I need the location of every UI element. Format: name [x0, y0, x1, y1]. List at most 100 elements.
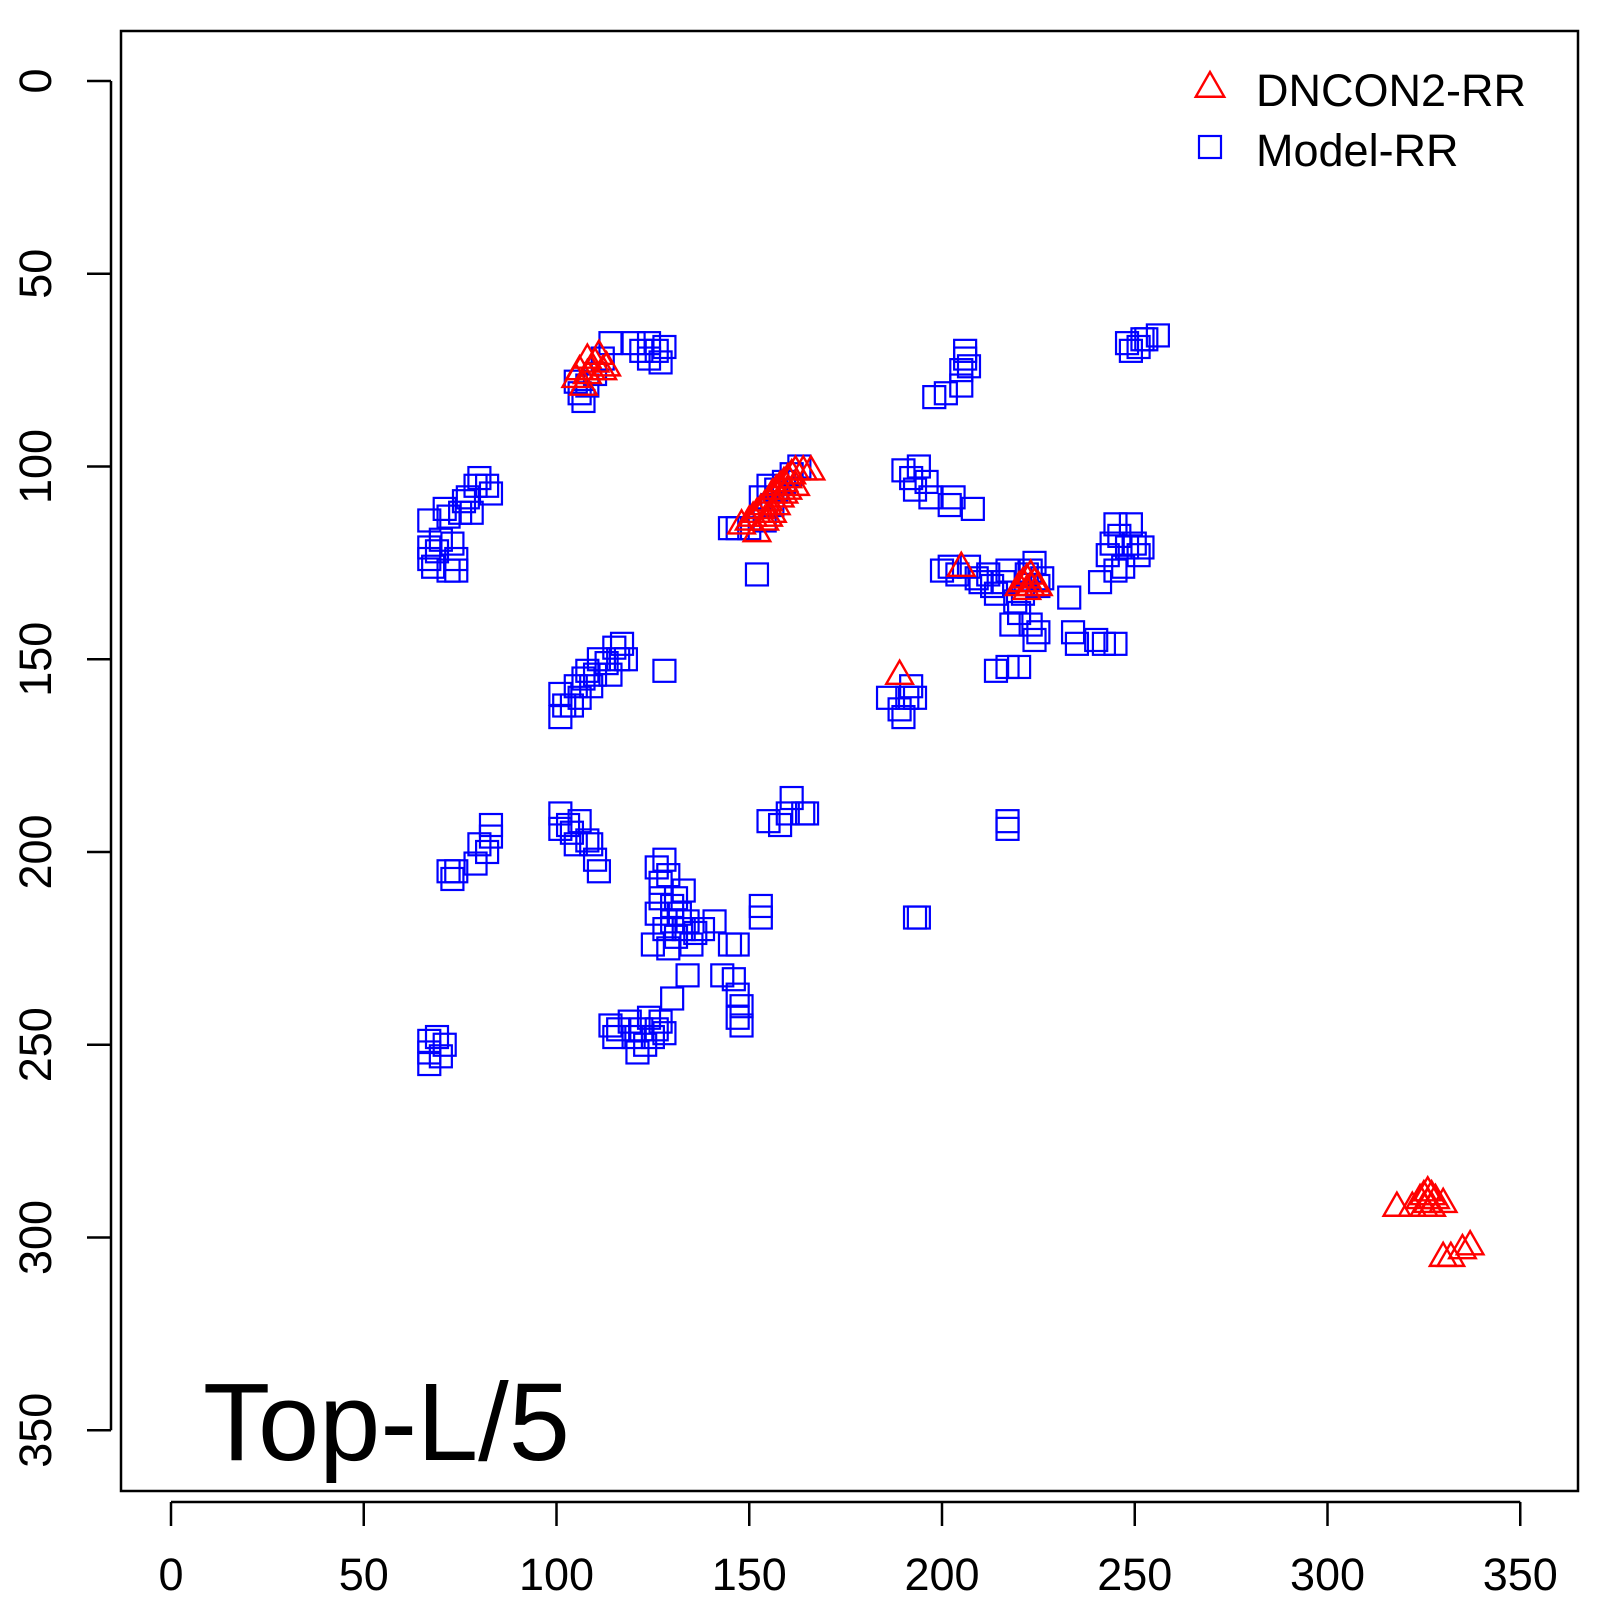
model-rr-point [1099, 531, 1124, 556]
model-rr-point [475, 473, 500, 498]
model-rr-point [937, 554, 962, 579]
model-rr-point [1018, 612, 1043, 637]
model-rr-point [478, 481, 504, 506]
model-rr-point [906, 905, 931, 930]
model-rr-point [613, 647, 638, 672]
y-tick-label: 100 [10, 429, 61, 504]
model-rr-point [675, 963, 700, 988]
dncon2-rr-point [571, 342, 603, 369]
model-rr-point [475, 839, 500, 865]
x-tick-label: 250 [1097, 1549, 1172, 1600]
panel-label: Top-L/5 [203, 1361, 570, 1484]
model-rr-point [625, 1040, 650, 1065]
model-rr-point [1145, 323, 1170, 348]
model-rr-point [571, 388, 596, 414]
dncon2-rr-point [1420, 1182, 1451, 1210]
dncon2-rr-point [1019, 565, 1050, 593]
model-rr-point [648, 350, 673, 375]
model-rr-point [663, 886, 689, 911]
y-tick-label: 0 [10, 68, 61, 93]
x-tick-label: 300 [1290, 1549, 1365, 1600]
model-rr-point [794, 801, 820, 826]
model-rr-point [652, 334, 677, 360]
model-rr-point [424, 1024, 450, 1050]
model-rr-point [1022, 627, 1047, 653]
model-rr-point [1064, 631, 1090, 656]
y-tick-label: 200 [10, 814, 61, 889]
model-rr-point [579, 832, 604, 857]
model-rr-point [933, 381, 958, 406]
model-rr-point [717, 932, 743, 957]
model-rr-point [1030, 566, 1055, 591]
model-rr-point [575, 828, 600, 853]
x-tick-label: 0 [158, 1549, 183, 1600]
model-rr-point [1026, 620, 1051, 645]
dncon2-rr-point [884, 658, 915, 685]
legend-label: Model-RR [1256, 125, 1459, 176]
y-tick-label: 250 [10, 1007, 61, 1082]
dncon2-rr-point [1022, 569, 1054, 597]
dncon2-rr-point [1416, 1178, 1447, 1206]
model-rr-point [667, 901, 692, 926]
model-rr-point [995, 809, 1020, 834]
model-rr-point [937, 492, 962, 518]
model-rr-point [902, 685, 928, 710]
y-tick-label: 300 [10, 1200, 61, 1275]
model-rr-point [1057, 585, 1082, 610]
model-rr-point [432, 496, 457, 522]
legend-label: DNCON2-RR [1256, 65, 1526, 116]
model-rr-point [725, 932, 750, 957]
model-rr-point [421, 554, 446, 579]
y-tick-label: 150 [10, 622, 61, 697]
square-icon [1197, 134, 1223, 160]
dncon2-rr-point [1381, 1190, 1413, 1217]
x-tick-label: 150 [712, 1549, 787, 1600]
model-rr-point [775, 801, 800, 826]
dncon2-rr-point [1011, 573, 1043, 601]
model-rr-point [440, 866, 465, 892]
model-rr-point [444, 859, 469, 884]
model-rr-point [1103, 558, 1128, 583]
model-rr-point [559, 693, 585, 718]
model-rr-point [929, 558, 955, 583]
model-rr-point [995, 816, 1020, 841]
model-rr-point [652, 1021, 677, 1046]
model-rr-point [621, 331, 646, 356]
y-axis: 0 50 100 150 200 250 300 350 [10, 68, 113, 1468]
model-rr-point [1006, 654, 1032, 680]
model-rr-point [652, 847, 677, 872]
dncon2-rr-point [1427, 1186, 1459, 1214]
model-rr-point [1118, 512, 1143, 537]
model-rr-point [432, 1032, 457, 1057]
model-rr-point [729, 1013, 754, 1038]
triangle-up-icon [1193, 69, 1227, 98]
model-rr-point [702, 909, 727, 934]
dncon2-rr-point [772, 473, 804, 500]
dncon2-rr-point [945, 550, 977, 578]
model-rr-point [1126, 543, 1151, 568]
model-rr-point [444, 558, 469, 583]
y-tick-label: 50 [10, 249, 61, 299]
model-rr-point [1103, 631, 1128, 656]
model-rr-point [440, 531, 465, 556]
dncon2-rr-point [1454, 1228, 1486, 1256]
model-rr-point [602, 1024, 627, 1050]
dncon2-rr-point [776, 457, 808, 485]
model-rr-point [644, 1017, 669, 1042]
x-tick-label: 100 [519, 1549, 594, 1600]
model-rr-point [648, 870, 673, 895]
model-rr-point [1022, 550, 1047, 575]
model-rr-point [949, 373, 974, 398]
model-rr-point [660, 986, 685, 1011]
dncon2-rr-point [591, 349, 622, 377]
model-rr-point [586, 859, 612, 884]
model-rr-point [960, 496, 985, 522]
model-rr-point [671, 878, 696, 903]
dncon2-rr-point [749, 504, 781, 531]
model-rr-point [953, 338, 978, 363]
model-rr-point [567, 809, 592, 834]
model-rr-point [1130, 535, 1155, 560]
model-rr-point [644, 901, 669, 926]
